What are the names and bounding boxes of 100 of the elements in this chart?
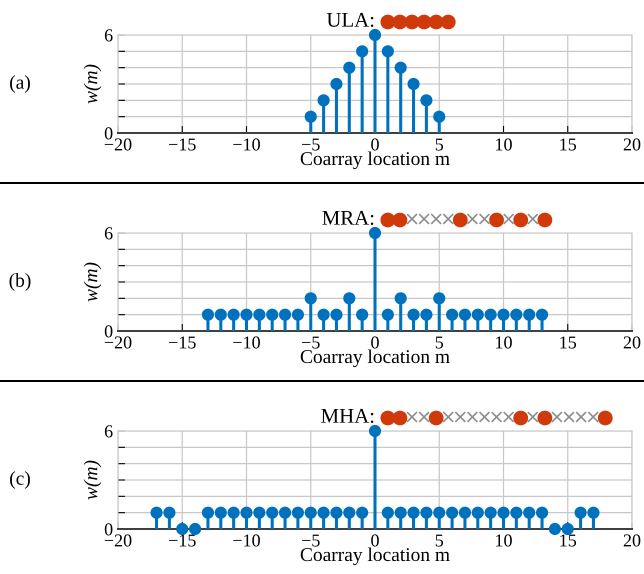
point	[343, 506, 356, 519]
point	[214, 506, 227, 519]
x-tick-label: −10	[233, 336, 260, 349]
point	[382, 45, 394, 58]
point	[240, 308, 253, 321]
x-tick-label: −20	[104, 534, 132, 547]
point	[343, 292, 356, 304]
y-axis-title: w(m)	[84, 64, 102, 104]
point	[356, 45, 368, 58]
x-tick-label: 0	[371, 336, 379, 349]
x-tick-label: 0	[371, 534, 379, 547]
point	[574, 506, 587, 519]
x-tick-label: −15	[169, 534, 196, 547]
x-tick-label: −15	[169, 336, 196, 349]
x-tick-label: 20	[624, 138, 640, 151]
point	[382, 308, 394, 321]
text: (a)	[10, 75, 30, 93]
point	[368, 226, 382, 240]
text: (b)	[10, 273, 30, 291]
x-axis-title: Coarray location m	[300, 151, 450, 170]
point	[304, 292, 317, 304]
x-tick-label: −20	[104, 138, 132, 151]
point	[394, 62, 407, 74]
point	[407, 308, 420, 321]
point	[266, 506, 278, 519]
point	[523, 506, 536, 519]
point	[420, 94, 432, 106]
y-tick-label: 0	[104, 127, 112, 140]
point	[394, 506, 407, 519]
x-tick-label: −20	[104, 336, 132, 349]
x-tick-label: 15	[560, 534, 576, 547]
point	[536, 506, 548, 519]
x-tick-label: −15	[169, 138, 196, 151]
point	[446, 506, 458, 519]
point	[433, 292, 446, 304]
point	[484, 308, 497, 321]
chart-title: MHA:	[321, 408, 374, 423]
point	[304, 506, 317, 519]
point	[394, 292, 407, 304]
x-tick-label: 20	[624, 534, 640, 547]
point	[562, 522, 574, 536]
point	[458, 506, 472, 519]
x-tick-label: 10	[496, 336, 512, 349]
point	[497, 308, 510, 321]
x-tick-label: 5	[436, 336, 444, 349]
point	[368, 424, 382, 438]
point	[433, 110, 446, 123]
point	[433, 506, 446, 519]
point	[304, 110, 317, 123]
point	[330, 78, 343, 90]
point	[523, 308, 536, 321]
point	[330, 506, 343, 519]
y-tick-label: 6	[104, 227, 113, 240]
point	[202, 506, 214, 519]
point	[189, 522, 202, 536]
y-tick-label: 6	[104, 29, 113, 42]
point	[510, 506, 522, 519]
point	[356, 308, 368, 321]
x-axis-title: Coarray location m	[300, 547, 450, 566]
point	[472, 506, 484, 519]
point	[368, 28, 382, 42]
point	[253, 308, 266, 321]
point	[420, 308, 432, 321]
point	[240, 506, 253, 519]
point	[176, 522, 188, 536]
x-tick-label: 10	[496, 138, 512, 151]
point	[587, 506, 600, 519]
point	[407, 506, 420, 519]
x-tick-label: −5	[302, 138, 320, 151]
x-tick-label: −10	[233, 534, 260, 547]
point	[318, 308, 330, 321]
point	[292, 506, 304, 519]
point	[407, 78, 420, 90]
x-tick-label: 20	[624, 336, 640, 349]
x-tick-label: 15	[560, 138, 576, 151]
point	[163, 506, 176, 519]
point	[497, 506, 510, 519]
point	[330, 308, 343, 321]
point	[484, 506, 497, 519]
point	[228, 506, 240, 519]
point	[278, 308, 292, 321]
point	[278, 506, 292, 519]
x-tick-label: 5	[436, 534, 444, 547]
x-axis-title: Coarray location m	[300, 349, 450, 368]
x-tick-label: 10	[496, 534, 512, 547]
point	[253, 506, 266, 519]
x-tick-label: −5	[302, 336, 320, 349]
x-tick-label: −5	[302, 534, 320, 547]
point	[150, 506, 163, 519]
chart-title: ULA:	[326, 12, 374, 27]
point	[382, 506, 394, 519]
y-axis-title: w(m)	[84, 262, 102, 302]
y-axis-title: w(m)	[84, 460, 102, 500]
point	[420, 506, 432, 519]
point	[214, 308, 227, 321]
point	[266, 308, 278, 321]
x-tick-label: 5	[436, 138, 444, 151]
point	[356, 506, 368, 519]
point	[458, 308, 472, 321]
x-tick-label: −10	[233, 138, 260, 151]
